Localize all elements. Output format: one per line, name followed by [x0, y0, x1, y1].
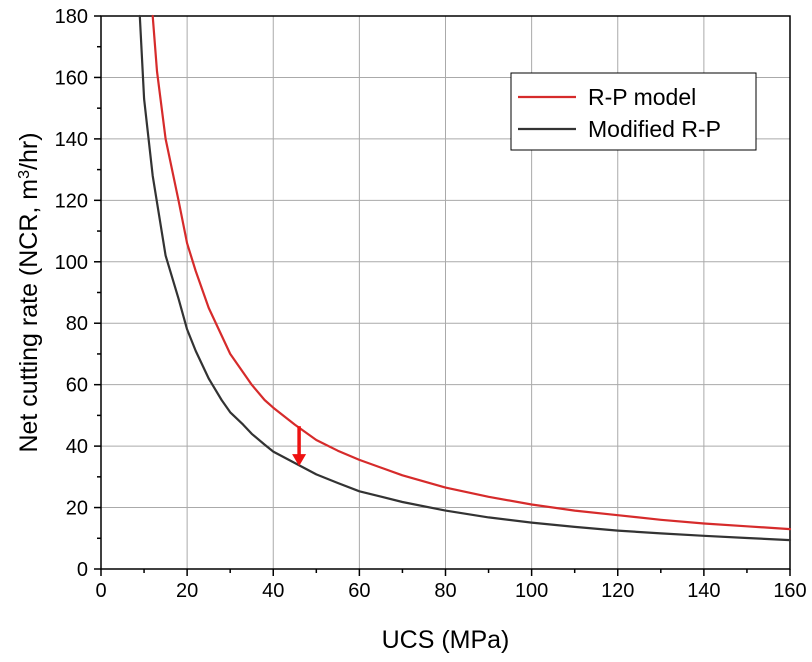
y-tick-label: 80	[66, 313, 88, 335]
y-tick-label: 20	[66, 498, 88, 520]
y-tick-label: 160	[55, 67, 88, 89]
x-tick-label: 160	[773, 580, 806, 602]
series-line-modified-r-p	[138, 14, 792, 542]
x-tick-label: 100	[515, 580, 548, 602]
x-tick-label: 40	[262, 580, 284, 602]
x-tick-label: 60	[348, 580, 370, 602]
y-tick-label: 60	[66, 375, 88, 397]
legend-label-r-p-model: R-P model	[588, 84, 696, 110]
y-axis-title: Net cutting rate (NCR, m3/hr)	[15, 132, 43, 452]
y-tick-label: 180	[55, 6, 88, 28]
x-axis-title: UCS (MPa)	[382, 626, 510, 654]
x-tick-label: 0	[95, 580, 106, 602]
y-tick-label: 0	[77, 559, 88, 581]
y-axis-title-end: /hr)	[15, 132, 43, 170]
x-tick-label: 20	[176, 580, 198, 602]
x-tick-label: 140	[687, 580, 720, 602]
series-line-r-p-model	[151, 14, 792, 531]
x-tick-label: 80	[434, 580, 456, 602]
axis-ticks: 0 20 40 60 80 100 120 140 160 0 20 40 60 80 100 120 140 1…	[55, 6, 807, 602]
series	[138, 14, 792, 542]
legend-label-modified-r-p: Modified R-P	[588, 116, 721, 142]
legend-box	[510, 72, 757, 151]
y-axis-title-main: Net cutting rate (NCR, m	[15, 179, 43, 453]
y-tick-label: 100	[55, 252, 88, 274]
arrow-head	[292, 454, 307, 467]
y-tick-label: 40	[66, 436, 88, 458]
x-tick-label: 120	[601, 580, 634, 602]
legend: R-P model Modified R-P	[510, 72, 757, 151]
y-tick-label: 120	[55, 190, 88, 212]
y-axis-title-superscript: 3	[16, 170, 33, 179]
y-tick-label: 140	[55, 129, 88, 151]
annotations	[292, 426, 307, 467]
